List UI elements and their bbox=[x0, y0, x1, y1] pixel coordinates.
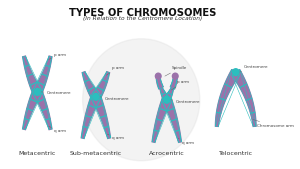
Polygon shape bbox=[81, 95, 100, 138]
Circle shape bbox=[232, 69, 239, 76]
Text: Centromere: Centromere bbox=[99, 97, 129, 101]
Polygon shape bbox=[170, 78, 177, 89]
Circle shape bbox=[172, 73, 178, 79]
Polygon shape bbox=[215, 69, 240, 126]
Polygon shape bbox=[152, 98, 171, 142]
Text: q arm: q arm bbox=[107, 134, 124, 140]
Text: Chromosome arm: Chromosome arm bbox=[253, 119, 293, 128]
Polygon shape bbox=[232, 69, 256, 126]
Text: TYPES OF CHROMOSOMES: TYPES OF CHROMOSOMES bbox=[69, 8, 217, 18]
Text: p arm: p arm bbox=[106, 66, 124, 75]
Circle shape bbox=[93, 93, 99, 100]
Text: Centromere: Centromere bbox=[170, 100, 200, 104]
Text: Metacentric: Metacentric bbox=[19, 151, 56, 156]
Polygon shape bbox=[160, 88, 169, 102]
Text: Acrocentric: Acrocentric bbox=[149, 151, 184, 156]
Text: q arm: q arm bbox=[178, 138, 194, 145]
Text: Spindle: Spindle bbox=[165, 66, 187, 76]
Circle shape bbox=[164, 96, 170, 103]
Polygon shape bbox=[92, 72, 110, 100]
Text: (In Relation to the Centromere Location): (In Relation to the Centromere Location) bbox=[83, 16, 203, 21]
Circle shape bbox=[83, 39, 200, 161]
Polygon shape bbox=[33, 90, 52, 130]
Polygon shape bbox=[163, 98, 182, 142]
Polygon shape bbox=[33, 56, 52, 94]
Text: Centromere: Centromere bbox=[239, 65, 269, 72]
Polygon shape bbox=[23, 56, 41, 94]
Polygon shape bbox=[156, 78, 163, 89]
Circle shape bbox=[34, 88, 40, 95]
Text: q arm: q arm bbox=[49, 126, 66, 133]
Polygon shape bbox=[82, 72, 100, 100]
Text: p arm: p arm bbox=[49, 53, 66, 59]
Text: Centromere: Centromere bbox=[40, 91, 71, 95]
Polygon shape bbox=[164, 88, 173, 102]
Text: Telocentric: Telocentric bbox=[219, 151, 253, 156]
Circle shape bbox=[155, 73, 161, 79]
Text: p arm: p arm bbox=[172, 80, 189, 90]
Polygon shape bbox=[92, 95, 110, 138]
Text: Sub-metacentric: Sub-metacentric bbox=[70, 151, 122, 156]
Polygon shape bbox=[23, 90, 41, 130]
